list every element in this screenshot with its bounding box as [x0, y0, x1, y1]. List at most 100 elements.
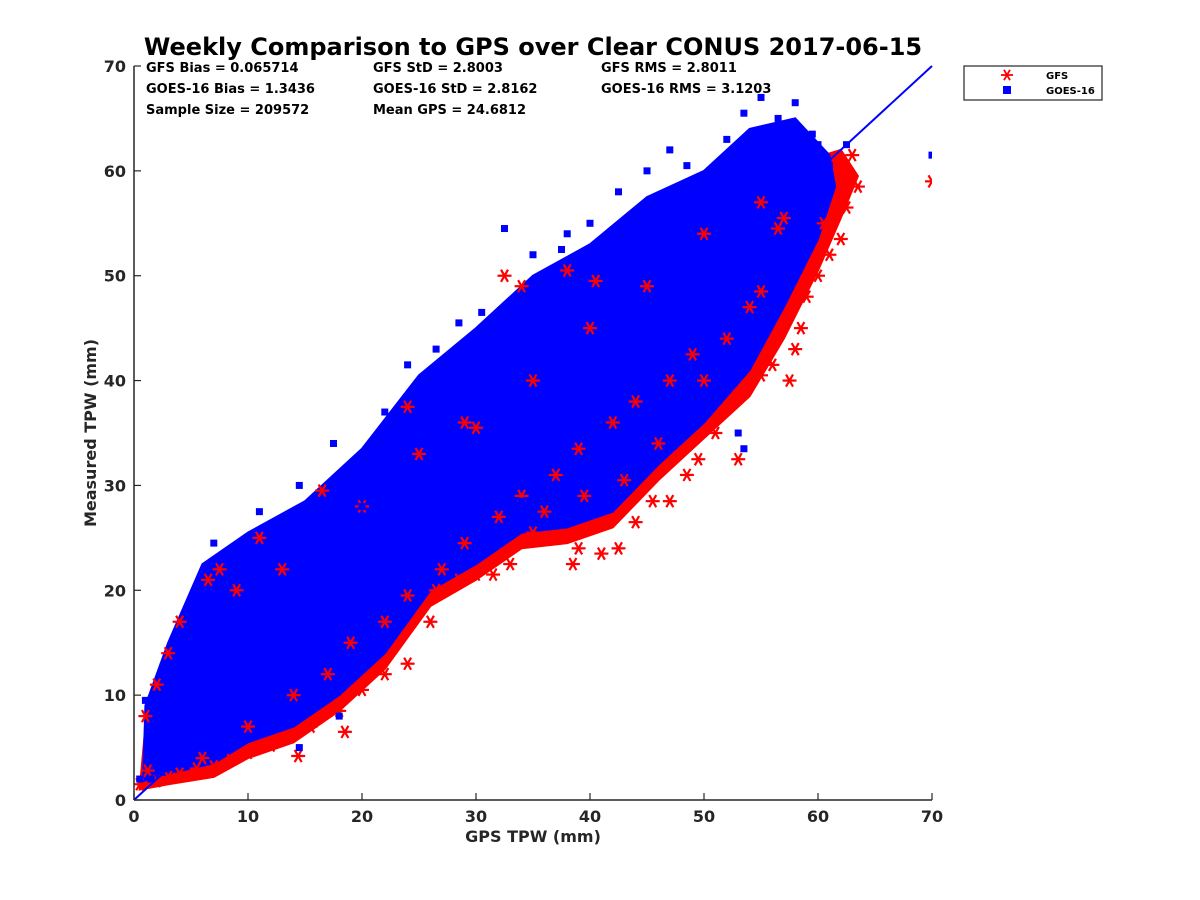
- gfs-point: [491, 510, 506, 524]
- stat-mean-gps: Mean GPS = 24.6812: [373, 103, 526, 118]
- x-axis-label: GPS TPW (mm): [465, 827, 601, 846]
- gfs-point: [588, 274, 603, 288]
- gfs-point: [822, 248, 837, 262]
- legend: GFS GOES-16: [963, 65, 1103, 101]
- x-tick-label: 0: [128, 807, 139, 826]
- goes16-point: [501, 225, 508, 233]
- goes16-point: [689, 209, 697, 217]
- gfs-point: [172, 615, 187, 629]
- gfs-point: [343, 636, 358, 650]
- goes16-point: [187, 607, 195, 615]
- goes16-point: [643, 167, 651, 175]
- gfs-point: [161, 770, 176, 784]
- goes16-point: [552, 481, 560, 489]
- goes16-point: [558, 246, 565, 253]
- gfs-point: [736, 384, 751, 398]
- goes16-point: [392, 523, 400, 531]
- goes16-point: [609, 303, 617, 311]
- gfs-point: [628, 394, 643, 409]
- gfs-point: [537, 505, 552, 519]
- stats-block: GFS Bias = 0.065714 GFS StD = 2.8003 GFS…: [146, 61, 771, 118]
- x-axis-ticks: 0 10 20 30 40 50 60 70: [128, 793, 943, 826]
- goes16-point: [210, 539, 218, 547]
- gfs-point: [776, 211, 791, 225]
- y-tick-label: 40: [104, 372, 126, 391]
- goes16-point: [244, 702, 252, 710]
- gfs-point: [691, 452, 706, 466]
- goes16-point: [677, 361, 685, 369]
- goes16-point: [404, 502, 412, 510]
- goes16-point: [176, 749, 184, 757]
- gfs-point: [925, 174, 932, 188]
- y-tick-label: 30: [104, 476, 126, 495]
- goes16-point: [677, 240, 685, 248]
- goes16-point: [255, 649, 263, 657]
- x-tick-label: 50: [693, 807, 715, 826]
- goes16-point: [563, 230, 571, 238]
- goes16-point: [233, 670, 241, 678]
- x-tick-label: 30: [465, 807, 487, 826]
- gfs-point: [640, 279, 654, 293]
- stat-gfs-bias: GFS Bias = 0.065714: [146, 61, 299, 76]
- legend-goes16-label: GOES-16: [1046, 86, 1095, 97]
- goes16-point: [381, 408, 389, 416]
- y-axis-label: Measured TPW (mm): [81, 339, 100, 527]
- goes16-point: [740, 109, 748, 117]
- gfs-point: [548, 531, 563, 545]
- gfs-point: [423, 615, 438, 629]
- gfs-point: [662, 373, 677, 388]
- gfs-point: [645, 494, 660, 508]
- gfs-point: [315, 484, 330, 498]
- goes16-point: [506, 398, 514, 406]
- gfs-point: [140, 764, 155, 778]
- gfs-point: [583, 321, 597, 335]
- stat-gfs-std: GFS StD = 2.8003: [373, 61, 503, 76]
- gfs-point: [457, 415, 472, 430]
- gfs-point: [514, 279, 529, 293]
- goes16-point: [273, 523, 280, 531]
- goes16-point: [825, 162, 833, 170]
- gfs-point: [223, 753, 238, 767]
- goes16-point: [586, 219, 594, 227]
- gfs-point: [469, 567, 483, 582]
- goes16-point: [358, 502, 366, 510]
- goes16-point: [164, 733, 172, 741]
- gfs-point: [138, 709, 153, 723]
- gfs-point: [771, 221, 786, 236]
- x-tick-label: 40: [579, 807, 601, 826]
- goes16-point: [814, 141, 822, 149]
- legend-gfs-label: GFS: [1046, 71, 1068, 82]
- goes16-point: [563, 308, 571, 316]
- goes16-point: [632, 251, 640, 259]
- goes16-point: [808, 130, 816, 138]
- legend-box: [963, 65, 1103, 101]
- goes16-point: [267, 628, 275, 636]
- gfs-point: [212, 562, 227, 576]
- gfs-point: [497, 269, 512, 283]
- one-to-one-reference-line: [133, 65, 933, 801]
- gfs-point: [548, 468, 563, 482]
- gfs-point: [617, 473, 632, 487]
- goes16-point: [221, 723, 229, 731]
- gfs-point: [816, 216, 831, 230]
- goes16-point: [711, 193, 719, 201]
- goes16-point: [295, 481, 303, 489]
- gfs-point: [206, 759, 221, 774]
- stat-goes16-rms: GOES-16 RMS = 3.1203: [601, 82, 771, 97]
- gfs-point: [565, 557, 580, 571]
- y-tick-label: 20: [104, 581, 126, 600]
- gfs-point: [286, 688, 301, 702]
- goes16-point: [176, 633, 184, 641]
- goes16-point: [358, 450, 366, 458]
- goes16-point: [164, 665, 172, 673]
- gfs-point: [788, 342, 803, 356]
- stat-goes16-std: GOES-16 StD = 2.8162: [373, 82, 537, 97]
- goes16-point: [187, 717, 195, 725]
- gfs-point: [611, 541, 626, 555]
- goes16-point: [141, 696, 149, 704]
- gfs-point: [241, 746, 255, 760]
- gfs-point: [697, 227, 711, 241]
- gfs-point: [377, 615, 392, 629]
- gfs-point: [799, 290, 814, 304]
